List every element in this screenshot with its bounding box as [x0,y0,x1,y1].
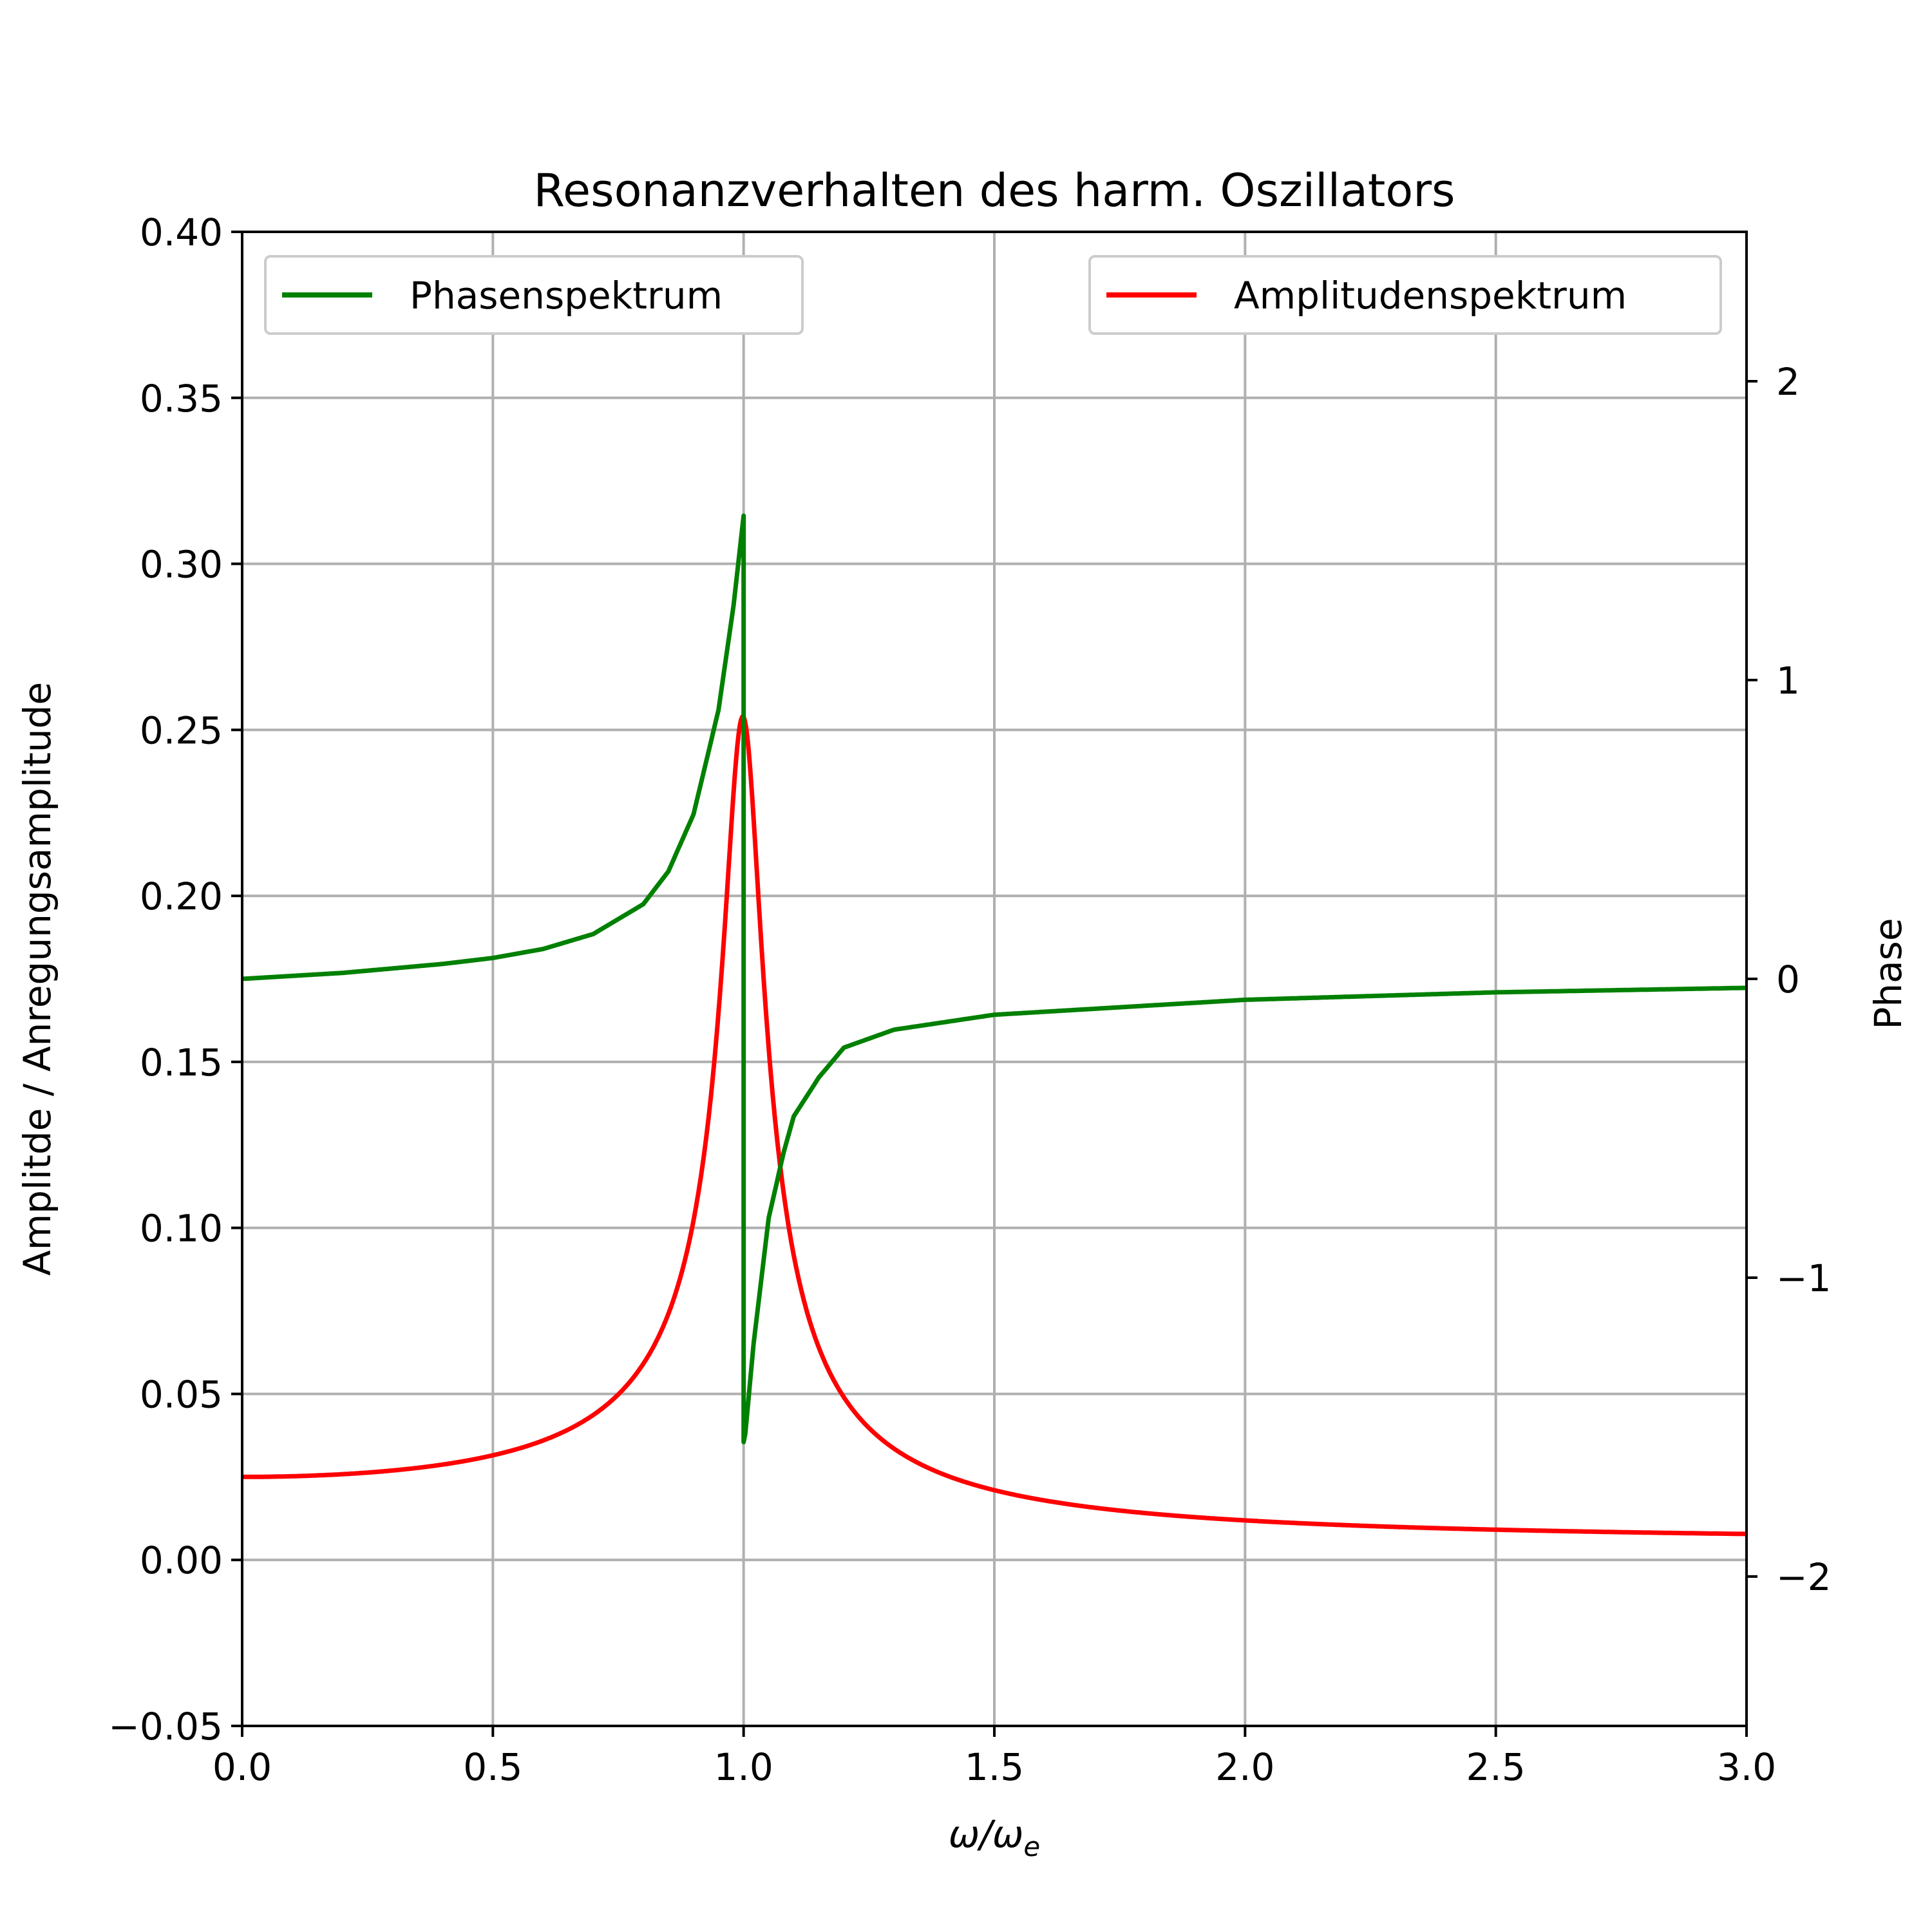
y-tick-label: 0.05 [140,1372,223,1416]
chart-title: Resonanzverhalten des harm. Oszillators [534,164,1455,217]
x-axis-title: ω/ωe [949,1812,1041,1862]
x-tick-label: 3.0 [1717,1745,1776,1789]
legend-amplitude-label: Amplitudenspektrum [1234,274,1627,317]
legend-amplitude: Amplitudenspektrum [1088,255,1722,335]
legend-phase-label: Phasenspektrum [410,274,723,317]
x-tick-label: 2.0 [1215,1745,1274,1789]
x-tick-label: 1.0 [714,1745,773,1789]
axes: 0.0 0.5 1.0 1.5 2.0 2.5 3.0 −0.05 0.00 0.05 0.10 0.… [108,211,1831,1789]
legend-phase: Phasenspektrum [264,255,804,335]
y-tick-label: 0.15 [140,1041,223,1084]
x-tick-label: 0.0 [213,1745,272,1789]
y-tick-label: 0.40 [140,211,223,254]
y-axis-title: Amplitde / Anregungsamplitude [15,682,59,1276]
y2-axis-title: Phase [1866,918,1910,1029]
y-tick-label: 0.30 [140,543,223,587]
y2-tick-label: 0 [1776,958,1800,1001]
y-tick-label: 0.25 [140,708,223,752]
legend-amplitude-box [1088,255,1722,335]
y-tick-label: 0.20 [140,875,223,918]
y2-tick-label: −1 [1776,1256,1832,1300]
y2-tick-label: −2 [1776,1555,1832,1599]
series-line-amplitudenspektrum [241,714,1748,1537]
x-axis-title-subscript: e [1023,1831,1040,1862]
y-tick-label: 0.35 [140,377,223,421]
x-tick-label: 1.5 [965,1745,1024,1789]
y2-tick-label: 2 [1776,360,1800,404]
series-line-phasenspektrum [240,513,1747,1444]
plot-area [240,513,1748,1537]
y-tick-label: 0.10 [140,1207,223,1251]
x-tick-label: 2.5 [1466,1745,1526,1789]
x-tick-label: 0.5 [463,1745,522,1789]
y-tick-label: 0.00 [140,1539,223,1582]
y2-tick-label: 1 [1776,659,1800,703]
y-tick-label: −0.05 [108,1705,223,1748]
legend-phase-box [264,255,804,335]
